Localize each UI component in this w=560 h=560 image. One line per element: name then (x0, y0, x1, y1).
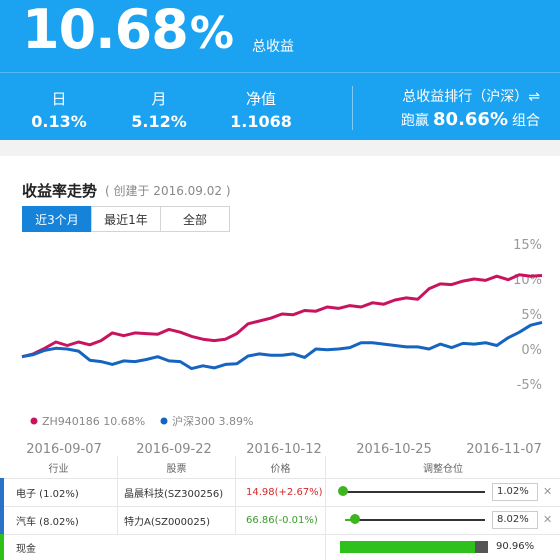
table-row: 汽车 (8.02%) 特力A(SZ000025) 66.86(-0.01%) 8… (0, 506, 560, 535)
header-divider (0, 72, 560, 73)
y-tick-label: 15% (513, 238, 542, 253)
remove-icon[interactable]: ✕ (543, 485, 553, 498)
stat-daily-value: 0.13% (31, 112, 87, 131)
x-tick-label: 2016-11-07 (466, 442, 542, 456)
total-return: 10.68% (22, 0, 234, 62)
weight-slider-handle[interactable] (338, 486, 349, 496)
row-price: 14.98(+2.67%) (236, 478, 326, 506)
rank-prefix: 跑赢 (401, 113, 430, 129)
chart-subtitle: ( 创建于 2016.09.02 ) (105, 184, 231, 198)
holdings-table: 行业 股票 价格 调整仓位 电子 (1.02%) 晶晨科技(SZ300256) … (0, 456, 560, 560)
cash-label: 现金 (0, 534, 326, 560)
row-accent (0, 506, 4, 534)
row-industry: 电子 (1.02%) (0, 478, 118, 506)
remove-icon[interactable]: ✕ (543, 513, 553, 526)
row-accent (0, 534, 4, 560)
portfolio-header: 10.68% 总收益 日 0.13% 月 5.12% 净值 1.1068 总收益… (0, 0, 560, 140)
row-stock[interactable]: 晶晨科技(SZ300256) (118, 478, 236, 506)
stat-monthly-label: 月 (151, 90, 167, 108)
chart-card: 收益率走势 ( 创建于 2016.09.02 ) 近3个月 最近1年 全部 15… (0, 156, 560, 456)
range-tabs: 近3个月 最近1年 全部 (22, 206, 230, 232)
header-price: 价格 (236, 456, 326, 478)
row-accent (0, 478, 4, 506)
weight-slider-track[interactable] (345, 491, 485, 493)
legend-marker-1 (160, 417, 168, 425)
legend-label-0: ZH940186 10.68% (42, 415, 145, 428)
row-stock[interactable]: 特力A(SZ000025) (118, 506, 236, 534)
stat-monthly-value: 5.12% (131, 112, 187, 131)
x-tick-label: 2016-10-12 (246, 442, 322, 456)
row-price: 66.86(-0.01%) (236, 506, 326, 534)
legend-marker-0 (30, 417, 38, 425)
table-row: 电子 (1.02%) 晶晨科技(SZ300256) 14.98(+2.67%) … (0, 478, 560, 507)
total-return-label: 总收益 (252, 39, 294, 55)
cash-value: 90.96% (496, 541, 535, 552)
cash-row: 现金 90.96% (0, 534, 560, 560)
x-tick-label: 2016-09-22 (136, 442, 212, 456)
weight-slider-handle[interactable] (350, 514, 361, 524)
y-tick-label: -5% (517, 378, 542, 393)
tab-all[interactable]: 全部 (160, 206, 230, 232)
weight-slider-track[interactable] (345, 519, 485, 521)
tab-3-months[interactable]: 近3个月 (22, 206, 92, 232)
rank-title[interactable]: 总收益排行（沪深）⇌ (402, 89, 540, 105)
stat-daily-label: 日 (51, 90, 67, 108)
total-return-value: 10.68 (22, 0, 189, 61)
series-line-1 (21, 320, 543, 371)
row-industry: 汽车 (8.02%) (0, 506, 118, 534)
tab-1-year[interactable]: 最近1年 (91, 206, 161, 232)
stat-daily: 日 0.13% (14, 90, 104, 132)
weight-input[interactable]: 8.02% (492, 511, 538, 529)
header-industry: 行业 (0, 456, 118, 478)
chart-title: 收益率走势 (22, 182, 98, 200)
legend-label-1: 沪深300 3.89% (172, 414, 253, 428)
rank-suffix: 组合 (512, 113, 540, 129)
cash-bar-fill (340, 541, 475, 553)
rank-block[interactable]: 总收益排行（沪深）⇌ 跑赢 80.66% 组合 (401, 88, 540, 133)
return-chart: 15%10%5%0%-5%ZH940186 10.68% 沪深300 3.89%2… (21, 238, 543, 456)
stat-nav: 净值 1.1068 (216, 90, 306, 132)
header-stock: 股票 (118, 456, 236, 478)
weight-input[interactable]: 1.02% (492, 483, 538, 501)
stat-nav-label: 净值 (245, 90, 276, 108)
table-header: 行业 股票 价格 调整仓位 (0, 456, 560, 479)
total-return-unit: % (189, 8, 234, 59)
stat-nav-value: 1.1068 (230, 112, 292, 131)
rank-value: 80.66% (433, 109, 508, 130)
series-line-0 (21, 273, 543, 359)
x-tick-label: 2016-09-07 (26, 442, 102, 456)
y-tick-label: 0% (521, 343, 542, 358)
stat-monthly: 月 5.12% (114, 90, 204, 132)
y-tick-label: 5% (521, 308, 542, 323)
x-tick-label: 2016-10-25 (356, 442, 432, 456)
stat-divider (352, 86, 353, 130)
header-adjust: 调整仓位 (423, 463, 463, 475)
rank-line: 跑赢 80.66% 组合 (401, 108, 540, 133)
